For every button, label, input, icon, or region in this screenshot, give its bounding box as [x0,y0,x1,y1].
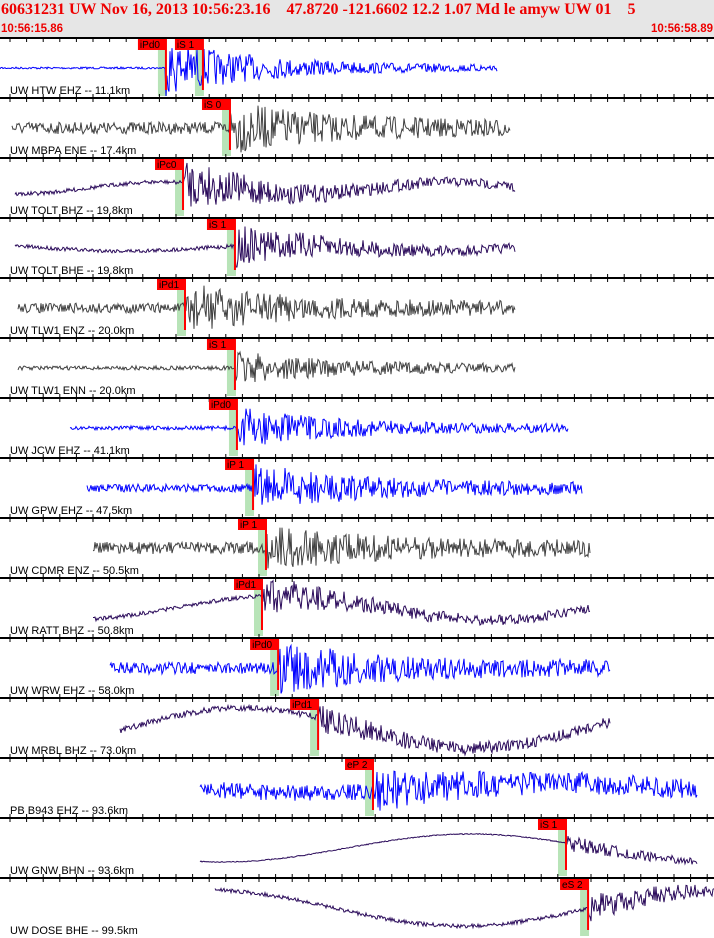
pick-label: iPd1 [236,580,256,591]
pick-window [254,580,264,636]
pick-window [310,700,320,756]
pick-label: iS 0 [204,100,222,111]
waveform-trace [214,884,714,930]
pick-flag [537,819,566,830]
pick-label: iS 1 [540,820,558,831]
pick-flag [206,219,235,230]
pick-window [175,160,185,216]
trace-label: UW CDMR ENZ -- 50.5km [10,565,139,577]
trace-label: UW MBPA ENE -- 17.4km [10,145,136,157]
waveform-trace [17,285,516,329]
waveform-trace [92,527,591,569]
pick-flag [201,99,230,110]
pick-window [557,820,567,876]
trace-label: UW JCW EHZ -- 41.1km [10,445,130,457]
trace-label: PB B943 EHZ -- 93.6km [10,805,128,817]
pick-flag [157,279,186,290]
trace-label: UW GPW EHZ -- 47.5km [10,505,132,517]
pick-label: iPd0 [252,640,272,651]
pick-label: iPd0 [211,400,231,411]
waveform-trace [119,703,611,757]
pick-flag [174,39,203,50]
pick-label: iP 1 [227,460,244,471]
pick-label: iPd0 [140,40,160,51]
waveform-trace [93,579,591,627]
pick-label: iPd1 [159,280,179,291]
pick-flag [345,759,374,770]
header-bar: 60631231 UW Nov 16, 2013 10:56:23.16 47.… [0,0,714,37]
pick-label: iS 1 [209,220,227,231]
pick-flag [237,519,266,530]
waveform-trace [109,643,611,694]
start-time: 10:56:15.86 [1,23,64,35]
pick-flag [560,879,589,890]
pick-flag [208,399,237,410]
trace-label: UW DOSE BHE -- 99.5km [10,925,138,937]
trace-label: UW HTW EHZ -- 11.1km [10,85,130,97]
waveform-trace [86,464,583,505]
pick-window [580,880,590,936]
end-time: 10:56:58.89 [650,23,713,35]
trace-label: UW GNW BHN -- 93.6km [10,865,134,877]
pick-window [221,100,231,156]
trace-label: UW TOLT BHZ -- 19.8km [10,205,133,217]
pick-flag [234,579,263,590]
trace-label: UW TLW1 ENN -- 20.0km [10,385,136,397]
pick-window [270,640,280,696]
trace-label: UW TLW1 ENZ -- 20.0km [10,325,134,337]
pick-window [226,220,236,276]
trace-label: UW MRBL BHZ -- 73.0km [10,745,136,757]
pick-window [177,280,187,336]
trace-label: UW TOLT BHE -- 19.8km [10,265,133,277]
pick-flag [290,699,319,710]
pick-label: iPd1 [292,700,312,711]
waveform-trace [69,408,569,446]
waveform-trace [199,833,698,866]
waveform-trace [14,162,516,207]
waveform-trace [199,770,698,811]
pick-flag [206,339,235,350]
pick-flag [250,639,279,650]
waveform-trace [17,350,516,383]
trace-label: UW RATT BHZ -- 50.8km [10,625,134,637]
pick-label: iS 1 [177,40,195,51]
trace-label: UW WRW EHZ -- 58.0km [10,685,134,697]
pick-flag [155,159,184,170]
pick-label: eS 2 [562,880,583,891]
pick-window [365,760,375,816]
pick-window [194,40,204,96]
pick-flag [225,459,254,470]
waveform-trace [11,105,511,153]
pick-label: iPc0 [157,160,177,171]
pick-label: eP 2 [347,760,368,771]
waveform-trace [0,45,498,97]
pick-label: iP 1 [240,520,257,531]
seismogram-plot: iPd0 iS 1 UW HTW EHZ -- 11.1km iS 0 UW MBPA … [0,37,714,937]
waveform-trace [14,226,516,268]
pick-label: iS 1 [209,340,227,351]
event-title: 60631231 UW Nov 16, 2013 10:56:23.16 47.… [1,1,636,18]
pick-flag [137,39,166,50]
